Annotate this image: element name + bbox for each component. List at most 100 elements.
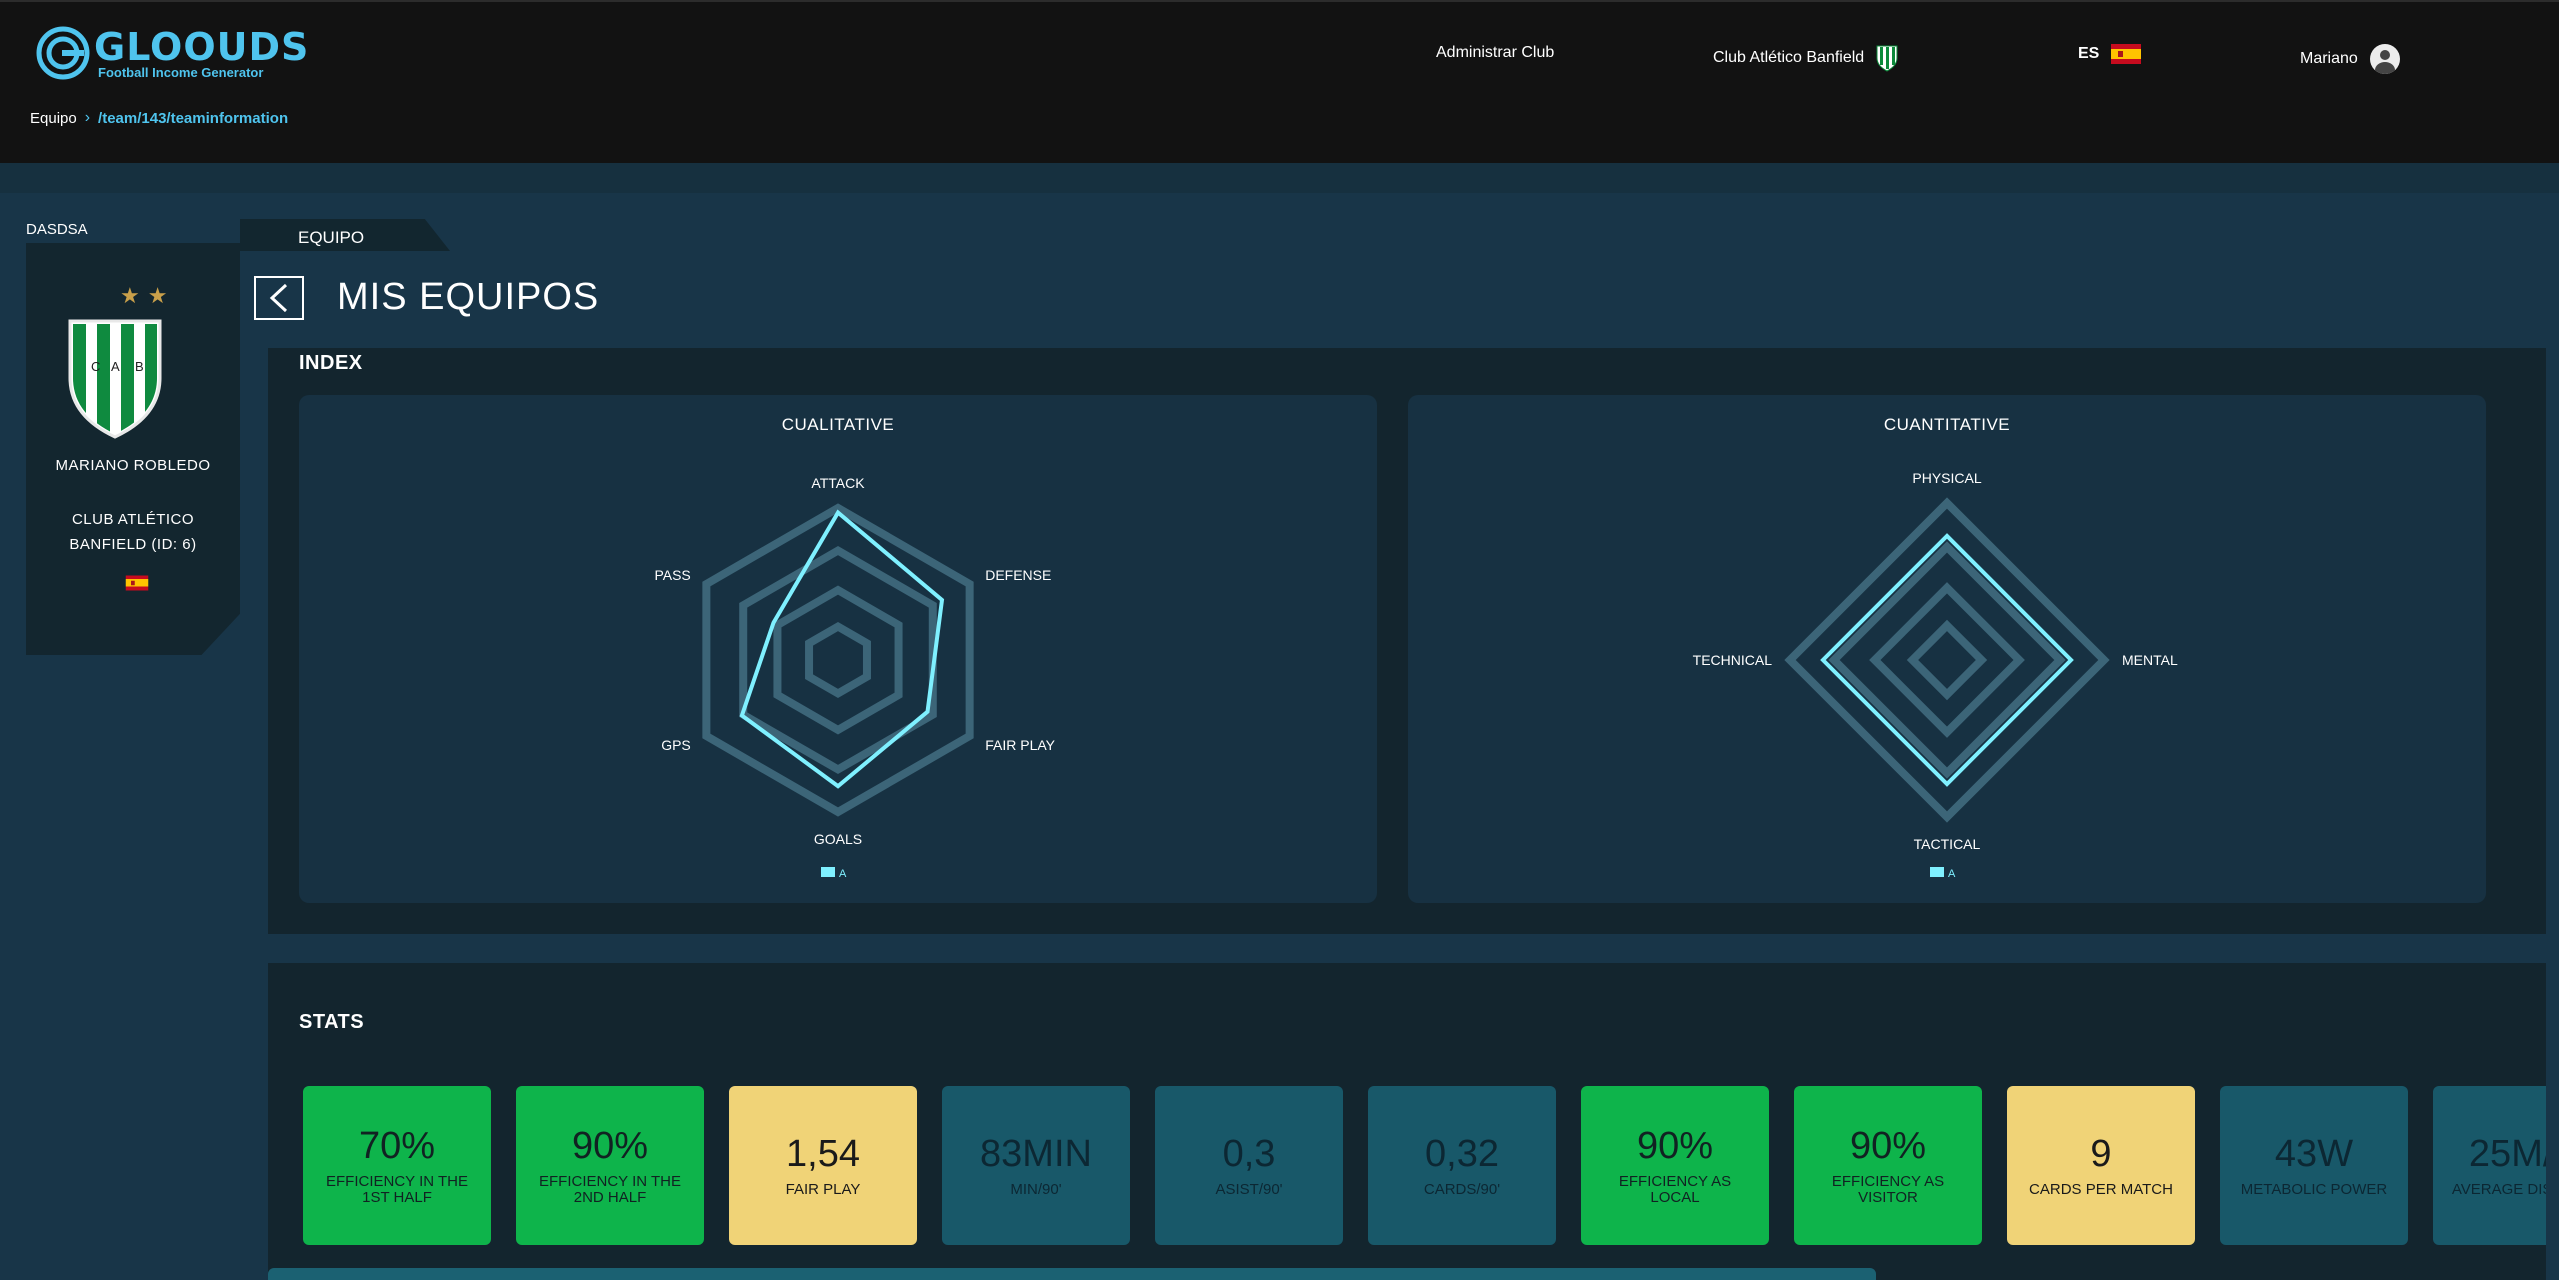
stat-tile: 9 CARDS PER MATCH — [2007, 1086, 2195, 1245]
radar-axis-label: FAIR PLAY — [985, 737, 1055, 753]
user-name: Mariano — [2300, 50, 2358, 67]
stat-tile: 1,54 FAIR PLAY — [729, 1086, 917, 1245]
language-selector[interactable]: ES — [2078, 44, 2142, 64]
club-name-line2: BANFIELD (ID: 6) — [69, 536, 197, 553]
spain-flag-icon — [125, 575, 149, 591]
stat-tile: 43W METABOLIC POWER — [2220, 1086, 2408, 1245]
chevron-right-icon: › — [84, 109, 91, 126]
radar-axis-label: GPS — [661, 737, 691, 753]
stat-label: METABOLIC POWER — [2240, 1181, 2388, 1198]
top-header: GLOOUDS Football Income Generator Admini… — [0, 0, 2559, 163]
stat-value: 0,3 — [1222, 1133, 1276, 1175]
radar-axis-label: TECHNICAL — [1693, 652, 1773, 668]
logo-title: GLOOUDS — [94, 24, 310, 69]
header-band — [0, 163, 2559, 193]
qualitative-radar-card: CUALITATIVE ATTACK DEFENSE FAIR PLAY GOALS G… — [299, 395, 1377, 903]
back-button[interactable] — [254, 276, 304, 320]
qualitative-title: CUALITATIVE — [781, 415, 895, 434]
breadcrumb: Equipo › /team/143/teaminformation — [30, 109, 288, 127]
glouds-logo-icon — [36, 26, 90, 80]
stat-value: 43W — [2274, 1133, 2354, 1175]
team-card: ★★ C A B MARIANO ROBLEDO CLUB ATLÉTICO B… — [26, 243, 240, 655]
stat-tile: 90% EFFICIENCY AS LOCAL — [1581, 1086, 1769, 1245]
stat-label: FAIR PLAY — [785, 1181, 861, 1198]
club-name: CLUB ATLÉTICO BANFIELD (ID: 6) — [26, 507, 240, 557]
stat-value: 9 — [2090, 1133, 2112, 1175]
club-crest-icon: C A B — [68, 319, 162, 439]
stat-label: CARDS/90' — [1423, 1181, 1501, 1198]
stat-label: EFFICIENCY AS VISITOR — [1831, 1173, 1945, 1206]
stats-grid: 70% EFFICIENCY IN THE 1ST HALF 90% EFFICIEN… — [303, 1086, 2546, 1245]
player-name: MARIANO ROBLEDO — [55, 457, 211, 474]
stat-label: EFFICIENCY IN THE 1ST HALF — [326, 1173, 468, 1206]
stat-label: EFFICIENCY IN THE 2ND HALF — [539, 1173, 681, 1206]
chevron-left-icon — [269, 283, 288, 313]
club-crest-icon — [1876, 45, 1898, 72]
stat-tile: 83MIN MIN/90' — [942, 1086, 1130, 1245]
crest-letter-a: A — [111, 359, 120, 374]
breadcrumb-path[interactable]: /team/143/teaminformation — [98, 109, 289, 127]
stat-value: 0,32 — [1425, 1133, 1499, 1175]
avatar — [2369, 44, 2400, 74]
stat-value: 83MIN — [980, 1133, 1092, 1175]
stat-value: 90% — [571, 1125, 649, 1167]
club-name-line1: CLUB ATLÉTICO — [71, 511, 195, 528]
stat-label: MIN/90' — [1010, 1181, 1062, 1198]
admin-club-link[interactable]: Administrar Club — [1436, 44, 1554, 62]
glouds-logo[interactable]: GLOOUDS Football Income Generator — [36, 26, 309, 80]
crest-letter-b: B — [135, 359, 144, 374]
quantitative-radar-chart: PHYSICAL MENTAL TACTICAL TECHNICAL A — [1693, 470, 2178, 880]
radar-grid-ring — [702, 503, 974, 817]
stat-value: 25M/M — [2468, 1133, 2546, 1175]
radar-axis-label: PHYSICAL — [1912, 470, 1981, 486]
legend-label[interactable]: A — [1948, 868, 1956, 880]
admin-club-label: Administrar Club — [1436, 44, 1555, 61]
stat-label: ASIST/90' — [1215, 1181, 1283, 1198]
stat-tile: 70% EFFICIENCY IN THE 1ST HALF — [303, 1086, 491, 1245]
tab-equipo[interactable]: EQUIPO — [240, 219, 450, 251]
club-selector-label: Club Atlético Banfield — [1713, 49, 1865, 66]
breadcrumb-root[interactable]: Equipo — [30, 109, 77, 127]
legend-swatch[interactable] — [821, 867, 835, 877]
spain-flag-icon — [2111, 44, 2142, 64]
user-menu[interactable]: Mariano — [2300, 44, 2400, 74]
sidebar-label: DASDSA — [26, 221, 88, 238]
stat-tile: 90% EFFICIENCY AS VISITOR — [1794, 1086, 1982, 1245]
legend-label[interactable]: A — [839, 868, 847, 880]
radar-axis-label: ATTACK — [811, 475, 865, 491]
radar-series-a — [739, 509, 945, 789]
radar-axis-label: DEFENSE — [985, 567, 1051, 583]
radar-grid-ring — [739, 545, 937, 775]
radar-grid-ring — [1869, 582, 2025, 738]
stat-value: 90% — [1636, 1125, 1714, 1167]
page-title: MIS EQUIPOS — [337, 276, 600, 318]
stat-label: CARDS PER MATCH — [2029, 1181, 2173, 1198]
radar-axis-label: PASS — [654, 567, 690, 583]
stat-value: 70% — [358, 1125, 436, 1167]
stat-label: EFFICIENCY AS LOCAL — [1618, 1173, 1732, 1206]
legend-swatch[interactable] — [1930, 867, 1944, 877]
radar-grid-ring — [1784, 497, 2110, 823]
logo-subtitle: Football Income Generator — [98, 64, 264, 80]
radar-grid-ring — [773, 585, 903, 735]
index-panel: INDEX CUALITATIVE ATTACK DEFENSE FAIR PLAY… — [268, 348, 2546, 934]
language-label: ES — [2078, 45, 2100, 62]
stat-tile: 0,3 ASIST/90' — [1155, 1086, 1343, 1245]
stat-tile: 90% EFFICIENCY IN THE 2ND HALF — [516, 1086, 704, 1245]
stars-icon: ★★ — [120, 283, 176, 308]
index-title: INDEX — [299, 352, 363, 374]
stat-label: AVERAGE DISTANCE — [2451, 1181, 2546, 1198]
stat-tile: 0,32 CARDS/90' — [1368, 1086, 1556, 1245]
radar-axis-label: MENTAL — [2122, 652, 2178, 668]
crest-letter-c: C — [91, 359, 100, 374]
radar-series-a — [1820, 533, 2074, 787]
radar-grid-ring — [805, 621, 871, 699]
horizontal-scrollbar[interactable] — [268, 1268, 1876, 1280]
radar-grid-ring — [1906, 619, 1988, 701]
stat-tile: 25M/M AVERAGE DISTANCE — [2433, 1086, 2546, 1245]
club-selector[interactable]: Club Atlético Banfield — [1713, 44, 1898, 72]
radar-axis-label: GOALS — [814, 831, 862, 847]
stat-value: 1,54 — [786, 1133, 860, 1175]
quantitative-title: CUANTITATIVE — [1883, 415, 2011, 434]
radar-grid-ring — [1828, 541, 2066, 779]
